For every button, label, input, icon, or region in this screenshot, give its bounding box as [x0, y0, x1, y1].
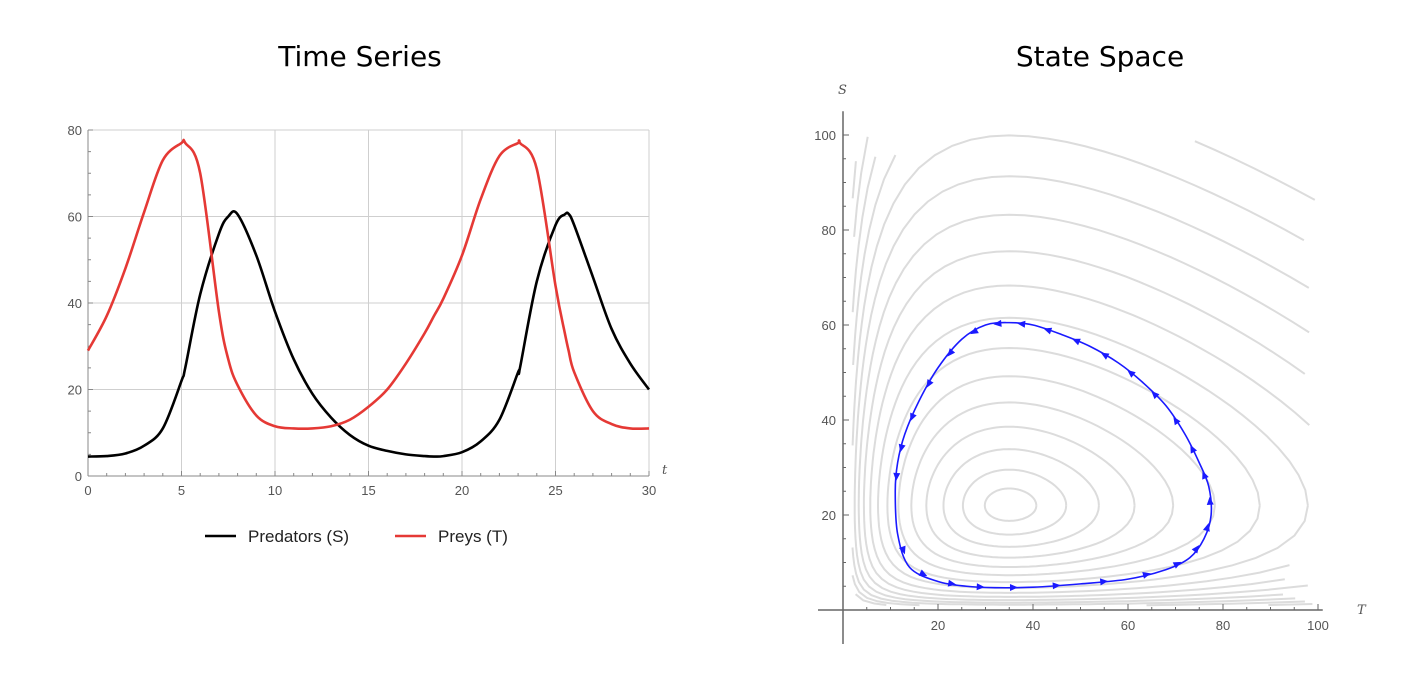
predators-line: [87, 210, 651, 458]
stream-line: [897, 375, 1216, 577]
stream-line: [851, 156, 1313, 606]
legend-label-predators: Predators (S): [248, 527, 349, 546]
orbit-arrow: [1017, 320, 1026, 328]
ss-y-axis-label: S: [838, 83, 847, 98]
orbit-arrow: [1202, 470, 1209, 480]
legend-label-preys: Preys (T): [438, 527, 508, 546]
orbit-arrow: [1173, 416, 1181, 426]
orbit-arrow: [898, 545, 906, 555]
stream-line: [862, 250, 1306, 598]
orbit-arrow: [1191, 545, 1200, 554]
ss-x-tick-label: 20: [931, 618, 945, 633]
orbit-arrow: [1127, 370, 1136, 378]
orbit-arrow: [893, 472, 901, 481]
ss-y-tick-label: 100: [814, 128, 836, 143]
ss-x-tick-label: 100: [1307, 618, 1329, 633]
ts-y-tick-label: 80: [68, 123, 82, 138]
orbit-arrow: [1206, 496, 1214, 506]
orbit-arrow: [947, 348, 956, 357]
ts-y-tick-label: 0: [75, 469, 82, 484]
orbit-arrow: [910, 412, 917, 422]
orbit-arrow: [1142, 571, 1151, 579]
time-series-title: Time Series: [278, 40, 442, 73]
orbit-arrow: [976, 583, 985, 591]
orbit-arrow: [1072, 338, 1081, 346]
orbit-line: [894, 321, 1213, 589]
ss-y-tick-label: 40: [822, 413, 836, 428]
orbit-arrow: [1009, 583, 1018, 591]
orbit-arrow: [1100, 352, 1110, 360]
orbit-arrow: [898, 443, 906, 453]
ss-y-tick-label: 80: [822, 223, 836, 238]
ts-y-tick-label: 60: [68, 210, 82, 225]
ts-x-tick-label: 15: [361, 483, 375, 498]
orbit-arrow: [993, 319, 1002, 327]
stream-line: [851, 140, 1316, 607]
stream-line: [853, 175, 1310, 604]
stream-line: [910, 401, 1175, 568]
stream-line: [886, 346, 1261, 584]
ts-x-tick-label: 30: [642, 483, 656, 498]
orbit-arrow: [1190, 444, 1198, 454]
ss-x-axis-label: T: [1357, 603, 1367, 618]
ts-x-tick-label: 25: [548, 483, 562, 498]
ss-x-tick-label: 80: [1216, 618, 1230, 633]
orbit-arrow: [970, 327, 979, 335]
ss-y-tick-label: 20: [822, 508, 836, 523]
stream-line: [942, 448, 1100, 548]
ts-x-tick-label: 20: [455, 483, 469, 498]
ss-x-tick-label: 40: [1026, 618, 1040, 633]
orbit-arrow: [926, 379, 934, 388]
ts-x-axis-label: t: [662, 463, 668, 478]
stream-line: [857, 213, 1310, 602]
orbit-arrow: [1052, 582, 1061, 590]
orbit-arrow: [1043, 327, 1053, 335]
orbit-arrow: [1172, 561, 1182, 569]
ts-x-tick-label: 5: [178, 483, 185, 498]
stream-line: [869, 284, 1310, 594]
orbit-arrow: [947, 579, 957, 587]
ss-x-tick-label: 60: [1121, 618, 1135, 633]
stream-field: [851, 134, 1316, 607]
ts-x-tick-label: 0: [84, 483, 91, 498]
ts-y-tick-label: 40: [68, 296, 82, 311]
orbit-arrow: [1099, 578, 1109, 586]
stream-line: [925, 425, 1136, 559]
stream-line: [961, 468, 1068, 536]
orbit-arrow: [1203, 523, 1210, 532]
ss-y-tick-label: 60: [822, 318, 836, 333]
preys-line: [86, 138, 650, 431]
stream-line: [851, 134, 1305, 606]
ts-x-tick-label: 10: [268, 483, 282, 498]
state-space-title: State Space: [1015, 40, 1185, 73]
orbit-arrow: [1151, 391, 1160, 400]
ts-y-tick-label: 20: [68, 383, 82, 398]
orbit-arrow: [918, 569, 928, 577]
stream-line: [983, 487, 1038, 522]
